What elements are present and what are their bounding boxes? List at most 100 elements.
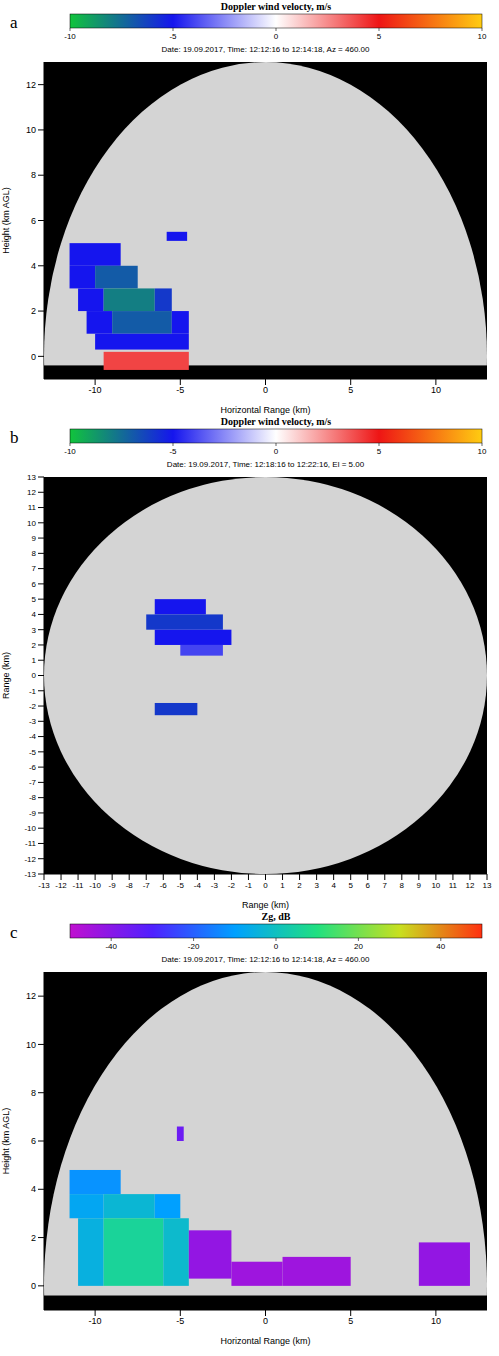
svg-text:5: 5 [32,595,37,604]
svg-text:4: 4 [331,881,336,890]
svg-text:2: 2 [31,306,36,316]
svg-text:40: 40 [436,942,445,951]
svg-text:9: 9 [417,881,422,890]
svg-text:-10: -10 [24,824,36,833]
svg-text:Range (km): Range (km) [242,900,289,910]
svg-text:-9: -9 [109,881,117,890]
svg-text:0: 0 [274,447,279,456]
svg-text:-2: -2 [228,881,236,890]
svg-text:5: 5 [348,385,353,395]
svg-text:-1: -1 [29,687,37,696]
svg-text:-12: -12 [24,855,36,864]
svg-text:12: 12 [26,991,36,1001]
svg-text:-10: -10 [89,1316,102,1326]
svg-text:5: 5 [348,1316,353,1326]
svg-text:10: 10 [431,1316,441,1326]
svg-text:2: 2 [32,641,37,650]
svg-text:Horizontal Range (km): Horizontal Range (km) [220,405,310,415]
svg-text:6: 6 [31,1136,36,1146]
svg-text:12: 12 [466,881,475,890]
svg-text:0: 0 [263,881,268,890]
svg-text:-13: -13 [24,870,36,879]
svg-text:-3: -3 [211,881,219,890]
svg-text:Date: 19.09.2017, Time: 12:18:: Date: 19.09.2017, Time: 12:18:16 to 12:2… [167,460,365,469]
svg-text:-13: -13 [38,881,50,890]
svg-text:10: 10 [26,1040,36,1050]
svg-text:6: 6 [31,216,36,226]
svg-text:a: a [10,13,18,32]
svg-text:-10: -10 [89,385,102,395]
svg-text:-10: -10 [89,881,101,890]
svg-text:12: 12 [27,488,36,497]
svg-text:-5: -5 [29,748,37,757]
svg-text:Zg, dB: Zg, dB [262,911,291,922]
svg-text:4: 4 [31,1184,36,1194]
svg-text:11: 11 [449,881,458,890]
svg-text:-20: -20 [188,942,200,951]
svg-text:7: 7 [32,564,37,573]
svg-text:10: 10 [27,519,36,528]
svg-text:-6: -6 [29,763,37,772]
svg-text:-5: -5 [169,447,177,456]
svg-text:Height (km AGL): Height (km AGL) [1,1108,11,1175]
svg-text:-3: -3 [29,717,37,726]
svg-text:-12: -12 [55,881,67,890]
svg-text:-5: -5 [176,385,184,395]
svg-text:-7: -7 [29,778,37,787]
svg-text:0: 0 [274,942,279,951]
svg-text:-8: -8 [126,881,134,890]
svg-text:10: 10 [478,447,487,456]
svg-text:7: 7 [383,881,388,890]
svg-text:6: 6 [366,881,371,890]
svg-text:-5: -5 [177,881,185,890]
svg-text:0: 0 [31,352,36,362]
svg-text:Doppler wind velocty, m/s: Doppler wind velocty, m/s [221,416,331,427]
svg-text:Height (km AGL): Height (km AGL) [1,187,11,254]
svg-text:Doppler wind velocty, m/s: Doppler wind velocty, m/s [221,1,331,12]
svg-text:4: 4 [31,261,36,271]
svg-text:2: 2 [297,881,302,890]
svg-text:8: 8 [400,881,405,890]
svg-text:8: 8 [31,1088,36,1098]
svg-text:Horizontal Range (km): Horizontal Range (km) [220,1336,310,1346]
svg-text:-11: -11 [73,881,85,890]
svg-text:-4: -4 [29,732,37,741]
svg-text:10: 10 [26,125,36,135]
svg-text:13: 13 [27,473,36,482]
svg-text:10: 10 [478,32,487,41]
svg-text:c: c [10,923,18,942]
svg-text:-10: -10 [64,447,76,456]
svg-text:-9: -9 [29,809,37,818]
svg-text:Date: 19.09.2017, Time: 12:12:: Date: 19.09.2017, Time: 12:12:16 to 12:1… [162,955,370,964]
svg-text:8: 8 [32,549,37,558]
svg-text:-40: -40 [105,942,117,951]
svg-text:13: 13 [483,881,492,890]
svg-text:-11: -11 [25,839,37,848]
svg-text:12: 12 [26,80,36,90]
svg-text:1: 1 [32,656,37,665]
svg-text:5: 5 [348,881,353,890]
svg-text:-7: -7 [143,881,151,890]
svg-text:8: 8 [31,170,36,180]
svg-text:Date: 19.09.2017, Time: 12:12:: Date: 19.09.2017, Time: 12:12:16 to 12:1… [162,45,370,54]
svg-text:b: b [10,428,19,447]
svg-text:0: 0 [263,1316,268,1326]
svg-text:9: 9 [32,534,37,543]
svg-text:4: 4 [32,610,37,619]
svg-text:10: 10 [431,881,440,890]
svg-text:-5: -5 [176,1316,184,1326]
svg-text:2: 2 [31,1233,36,1243]
svg-text:20: 20 [354,942,363,951]
svg-text:0: 0 [263,385,268,395]
svg-text:6: 6 [32,580,37,589]
svg-text:10: 10 [431,385,441,395]
svg-text:0: 0 [32,671,37,680]
svg-text:-5: -5 [169,32,177,41]
svg-text:-2: -2 [29,702,37,711]
svg-text:3: 3 [32,626,37,635]
svg-text:5: 5 [377,447,382,456]
svg-text:-10: -10 [64,32,76,41]
svg-text:1: 1 [280,881,285,890]
svg-text:-6: -6 [160,881,168,890]
svg-text:-8: -8 [29,793,37,802]
